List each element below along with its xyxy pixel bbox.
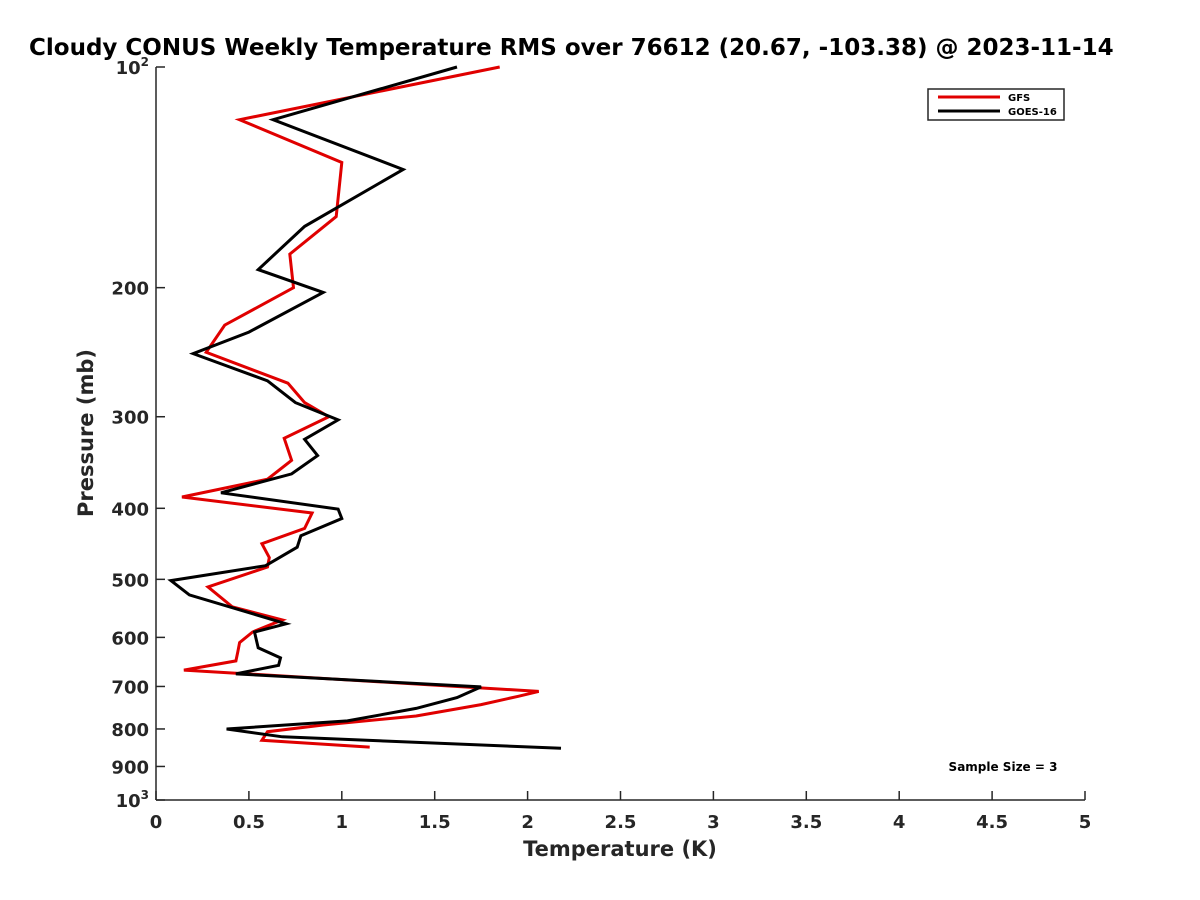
y-tick-label: 800 [111,720,149,741]
x-tick-label: 0.5 [233,812,265,833]
legend-box [927,88,1065,121]
y-tick-label: 103 [116,788,149,812]
sample-size-annotation: Sample Size = 3 [949,760,1058,774]
series-line-gfs [181,65,540,749]
x-axis-label: Temperature (K) [523,837,717,861]
y-tick-label: 500 [111,570,149,591]
series-layer [167,65,562,750]
legend: GFS GOES-16 [927,88,1065,121]
y-tick-label: 700 [111,677,149,698]
y-tick-label: 102 [116,55,149,79]
y-axis-ticks: 102 200 300 400 500 600 700 800 900 103 [111,55,165,812]
chart-title: Cloudy CONUS Weekly Temperature RMS over… [29,35,1114,61]
x-tick-label: 1 [336,812,349,833]
x-tick-label: 4.5 [976,812,1008,833]
x-tick-label: 2 [521,812,534,833]
x-tick-label: 5 [1079,812,1092,833]
x-tick-label: 1.5 [419,812,451,833]
legend-label: GFS [1008,93,1030,104]
x-tick-label: 4 [893,812,906,833]
y-tick-label: 400 [111,499,149,520]
x-tick-label: 0 [150,812,163,833]
x-axis-ticks: 0 0.5 1 1.5 2 2.5 3 3.5 4 4.5 5 [150,791,1092,833]
legend-label: GOES-16 [1008,107,1057,118]
y-axis-label: Pressure (mb) [74,349,98,517]
y-tick-label: 300 [111,408,149,429]
x-tick-label: 3 [707,812,720,833]
y-tick-label: 200 [111,279,149,300]
x-tick-label: 3.5 [790,812,822,833]
y-tick-label: 900 [111,757,149,778]
series-line-goes-16 [167,65,562,750]
y-tick-label: 600 [111,628,149,649]
x-tick-label: 2.5 [605,812,637,833]
